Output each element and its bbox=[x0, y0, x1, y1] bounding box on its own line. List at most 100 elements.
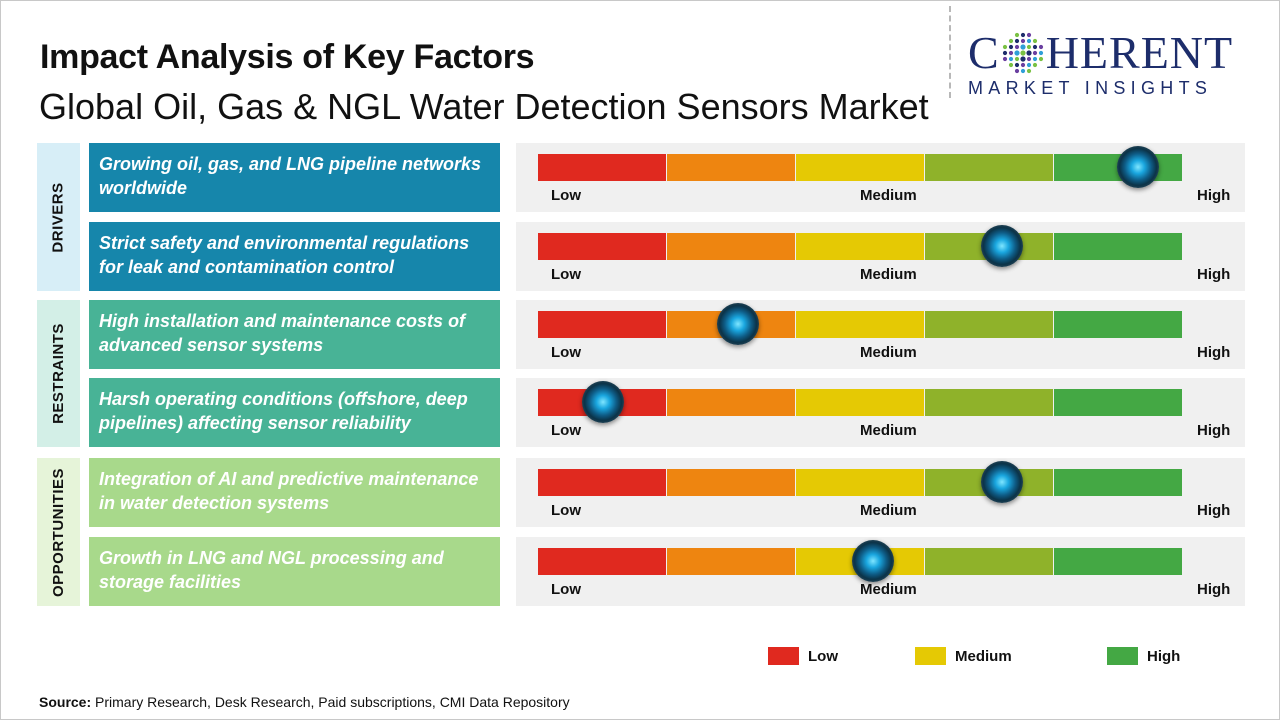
meter-segment bbox=[538, 233, 666, 260]
logo-dot bbox=[1026, 44, 1031, 50]
scale-label-low: Low bbox=[551, 502, 581, 519]
logo-text-left: C bbox=[968, 27, 1000, 78]
impact-indicator-knob bbox=[1116, 146, 1159, 188]
logo-dot bbox=[1026, 32, 1031, 38]
meter-segment bbox=[796, 154, 924, 181]
meter-segment bbox=[667, 233, 795, 260]
meter-segment bbox=[667, 154, 795, 181]
meter-segment bbox=[1054, 389, 1182, 416]
meter-segment bbox=[538, 154, 666, 181]
impact-indicator-knob bbox=[852, 540, 895, 582]
logo-tagline: MARKET INSIGHTS bbox=[968, 78, 1213, 98]
company-logo: C HERENT MARKET INSIGHTS bbox=[968, 30, 1260, 99]
impact-meter: Low Medium High bbox=[516, 300, 1245, 369]
source-text: Primary Research, Desk Research, Paid su… bbox=[91, 694, 570, 710]
logo-dot bbox=[1008, 62, 1013, 68]
logo-wordmark: C HERENT bbox=[968, 30, 1260, 76]
source-label: Source: bbox=[39, 694, 92, 710]
logo-dot bbox=[1020, 56, 1026, 62]
category-label-text: OPPORTUNITIES bbox=[50, 467, 68, 597]
scale-label-low: Low bbox=[551, 187, 581, 204]
logo-dot bbox=[1032, 56, 1037, 62]
scale-label-medium: Medium bbox=[860, 422, 917, 439]
scale-label-low: Low bbox=[551, 581, 581, 598]
logo-dot bbox=[1032, 50, 1037, 56]
logo-dot bbox=[1038, 50, 1043, 56]
logo-dot bbox=[1038, 56, 1043, 62]
header-divider bbox=[949, 6, 951, 98]
impact-meter: Low Medium High bbox=[516, 143, 1245, 212]
legend-swatch bbox=[768, 647, 799, 665]
impact-indicator-knob bbox=[716, 303, 759, 345]
logo-dot bbox=[1002, 56, 1007, 62]
legend-label: Low bbox=[808, 647, 838, 665]
logo-dot bbox=[1038, 44, 1043, 50]
logo-dot bbox=[1020, 62, 1025, 68]
logo-dot bbox=[1014, 38, 1019, 44]
meter-segment bbox=[538, 548, 666, 575]
impact-meter: Low Medium High bbox=[516, 222, 1245, 291]
logo-globe-icon bbox=[1002, 32, 1043, 74]
logo-dot bbox=[1032, 38, 1037, 44]
logo-dot bbox=[1014, 68, 1019, 74]
logo-dot bbox=[1014, 32, 1019, 38]
logo-dot bbox=[1020, 50, 1026, 56]
impact-meter: Low Medium High bbox=[516, 537, 1245, 606]
logo-dot bbox=[1008, 44, 1013, 50]
logo-dot bbox=[1020, 44, 1026, 50]
logo-dot bbox=[1014, 56, 1019, 62]
meter-segment bbox=[667, 469, 795, 496]
meter-segment bbox=[538, 469, 666, 496]
scale-label-low: Low bbox=[551, 344, 581, 361]
logo-dot bbox=[1014, 50, 1020, 56]
source-note: Source: Primary Research, Desk Research,… bbox=[39, 694, 570, 710]
meter-segment bbox=[667, 548, 795, 575]
legend-item-medium: Medium bbox=[915, 647, 1012, 665]
factor-text: High installation and maintenance costs … bbox=[89, 300, 500, 369]
scale-label-medium: Medium bbox=[860, 266, 917, 283]
logo-dot bbox=[1014, 62, 1019, 68]
logo-dot bbox=[1026, 68, 1031, 74]
logo-dot bbox=[1008, 38, 1013, 44]
category-label-restraints: RESTRAINTS bbox=[37, 300, 80, 447]
meter-segment bbox=[1054, 311, 1182, 338]
meter-segment bbox=[925, 548, 1053, 575]
scale-label-high: High bbox=[1197, 502, 1231, 519]
factor-text: Harsh operating conditions (offshore, de… bbox=[89, 378, 500, 447]
meter-segment bbox=[1054, 233, 1182, 260]
meter-segment bbox=[796, 389, 924, 416]
category-label-opportunities: OPPORTUNITIES bbox=[37, 458, 80, 606]
logo-dot bbox=[1032, 62, 1037, 68]
impact-indicator-knob bbox=[981, 225, 1024, 267]
logo-dot bbox=[1026, 56, 1031, 62]
logo-dot bbox=[1014, 44, 1019, 50]
logo-dot bbox=[1002, 44, 1007, 50]
logo-dot bbox=[1026, 62, 1031, 68]
logo-dot bbox=[1020, 38, 1025, 44]
legend-item-high: High bbox=[1107, 647, 1180, 665]
scale-label-low: Low bbox=[551, 422, 581, 439]
impact-indicator-knob bbox=[581, 381, 624, 423]
logo-dot bbox=[1008, 50, 1013, 56]
meter-segment bbox=[925, 389, 1053, 416]
scale-label-medium: Medium bbox=[860, 502, 917, 519]
category-label-text: DRIVERS bbox=[50, 181, 67, 253]
factor-text: Integration of AI and predictive mainten… bbox=[89, 458, 500, 527]
scale-label-high: High bbox=[1197, 422, 1231, 439]
category-label-drivers: DRIVERS bbox=[37, 143, 80, 291]
legend-swatch bbox=[915, 647, 946, 665]
meter-segment bbox=[796, 233, 924, 260]
category-label-text: RESTRAINTS bbox=[50, 323, 67, 424]
impact-indicator-knob bbox=[981, 461, 1024, 503]
meter-segment bbox=[667, 389, 795, 416]
meter-segment bbox=[796, 469, 924, 496]
logo-text-right: HERENT bbox=[1045, 27, 1234, 78]
page-title: Impact Analysis of Key Factors bbox=[40, 38, 535, 76]
logo-dot bbox=[1008, 56, 1013, 62]
impact-meter: Low Medium High bbox=[516, 458, 1245, 527]
scale-label-high: High bbox=[1197, 581, 1231, 598]
meter-segment bbox=[1054, 469, 1182, 496]
meter-segment bbox=[796, 311, 924, 338]
legend-label: Medium bbox=[955, 647, 1012, 665]
logo-dot bbox=[1032, 44, 1037, 50]
